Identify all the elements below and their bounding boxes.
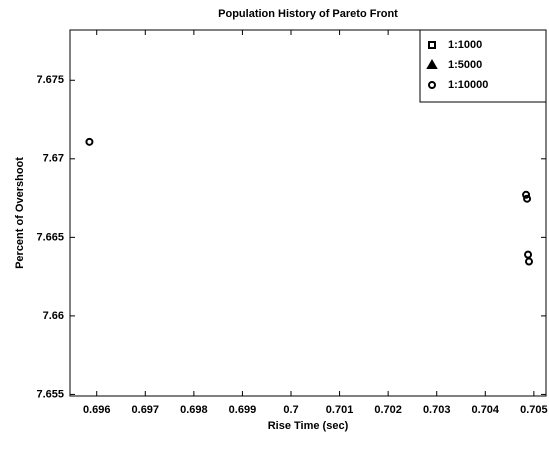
y-tick-label: 7.655 [36,388,64,400]
x-tick-label: 0.7 [283,404,298,416]
x-axis-label: Rise Time (sec) [268,420,349,432]
data-point [525,257,533,266]
legend-label: 1:5000 [448,59,482,71]
y-tick-label: 7.665 [36,231,64,243]
y-axis-label: Percent of Overshoot [14,157,26,269]
data-point [85,137,94,146]
legend-label: 1:10000 [448,79,488,91]
data-point [522,190,531,199]
x-tick-label: 0.704 [472,404,500,416]
y-tick-label: 7.675 [36,74,64,86]
legend-label: 1:1000 [448,39,482,51]
x-tick-label: 0.697 [132,404,160,416]
x-tick-label: 0.696 [83,404,111,416]
chart-title: Population History of Pareto Front [218,8,398,20]
data-point [523,194,532,203]
y-tick-label: 7.66 [43,310,64,322]
x-tick-label: 0.705 [520,404,548,416]
x-tick-label: 0.703 [423,404,451,416]
legend-marker [428,41,436,49]
y-tick-label: 7.67 [43,153,64,165]
legend-marker [426,58,438,69]
x-tick-label: 0.698 [180,404,208,416]
legend-marker [428,81,436,89]
data-point [524,250,533,259]
x-tick-label: 0.702 [374,404,402,416]
x-tick-label: 0.699 [229,404,257,416]
x-tick-label: 0.701 [326,404,354,416]
legend-box [419,29,547,103]
